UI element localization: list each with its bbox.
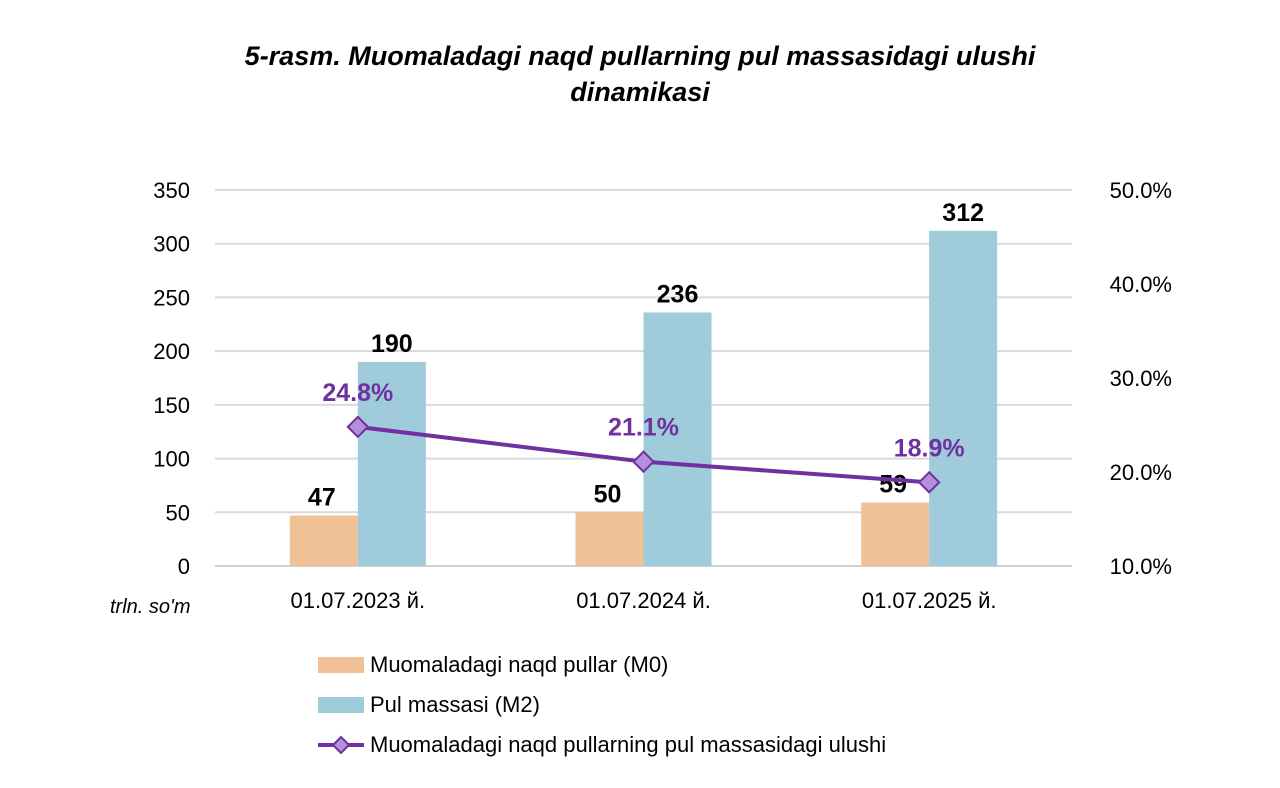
chart-title: 5-rasm. Muomaladagi naqd pullarning pul … (0, 38, 1280, 110)
y-tick-label: 200 (153, 339, 190, 364)
y-tick-label: 50 (166, 500, 190, 525)
data-label-m2: 312 (942, 199, 984, 227)
share-marker (632, 450, 655, 474)
legend-label-m2: Pul massasi (M2) (370, 692, 540, 717)
legend-item-share: Muomaladagi naqd pullarning pul massasid… (318, 725, 886, 765)
legend-label-m0: Muomaladagi naqd pullar (M0) (370, 652, 669, 677)
bar-m0 (289, 515, 358, 566)
data-label-share: 24.8% (322, 379, 393, 407)
bar-m2 (929, 230, 998, 566)
legend-swatch-m0 (318, 657, 364, 673)
legend-item-m2: Pul massasi (M2) (318, 685, 886, 725)
y2-tick-label: 50.0% (1110, 178, 1172, 203)
y-tick-label: 350 (153, 178, 190, 203)
share-marker (346, 415, 370, 439)
bar-m2 (643, 312, 712, 566)
data-label-m2: 190 (371, 330, 413, 358)
legend: Muomaladagi naqd pullar (M0) Pul massasi… (318, 645, 886, 765)
chart-area: 0 50 100 150 200 250 300 350 10.0% 20.0% 30.0% 40.0… (153, 178, 1172, 613)
data-label-m0: 50 (594, 480, 622, 508)
chart-title-line-2: dinamikasi (570, 77, 710, 107)
y-tick-label: 250 (153, 285, 190, 310)
legend-line-diamond-icon (318, 735, 364, 755)
x-tick-label: 01.07.2024 й. (576, 588, 711, 613)
data-label-share: 21.1% (608, 414, 679, 442)
y2-tick-label: 10.0% (1110, 554, 1172, 579)
y-tick-label: 100 (153, 447, 190, 472)
data-label-m2: 236 (657, 280, 699, 308)
chart-title-line-1: 5-rasm. Muomaladagi naqd pullarning pul … (244, 41, 1036, 71)
y-tick-label: 300 (153, 232, 190, 257)
legend-swatch-m2 (318, 697, 364, 713)
data-label-share: 18.9% (894, 434, 965, 462)
y-tick-label: 150 (153, 393, 190, 418)
y2-tick-label: 40.0% (1110, 272, 1172, 297)
bar-m0 (575, 512, 644, 566)
data-label-m0: 47 (308, 484, 336, 512)
share-marker (917, 470, 941, 494)
legend-item-m0: Muomaladagi naqd pullar (M0) (318, 645, 886, 685)
y2-tick-label: 30.0% (1110, 366, 1172, 391)
bar-m2 (357, 361, 426, 566)
data-label-m0: 59 (879, 471, 907, 499)
x-tick-label: 01.07.2023 й. (291, 588, 426, 613)
x-tick-label: 01.07.2025 й. (862, 588, 997, 613)
y-tick-label: 0 (178, 554, 190, 579)
legend-label-share: Muomaladagi naqd pullarning pul massasid… (370, 732, 887, 757)
y2-tick-label: 20.0% (1110, 460, 1172, 485)
y-axis-unit-label: trln. so'm (110, 596, 191, 618)
bar-m0 (861, 502, 930, 566)
